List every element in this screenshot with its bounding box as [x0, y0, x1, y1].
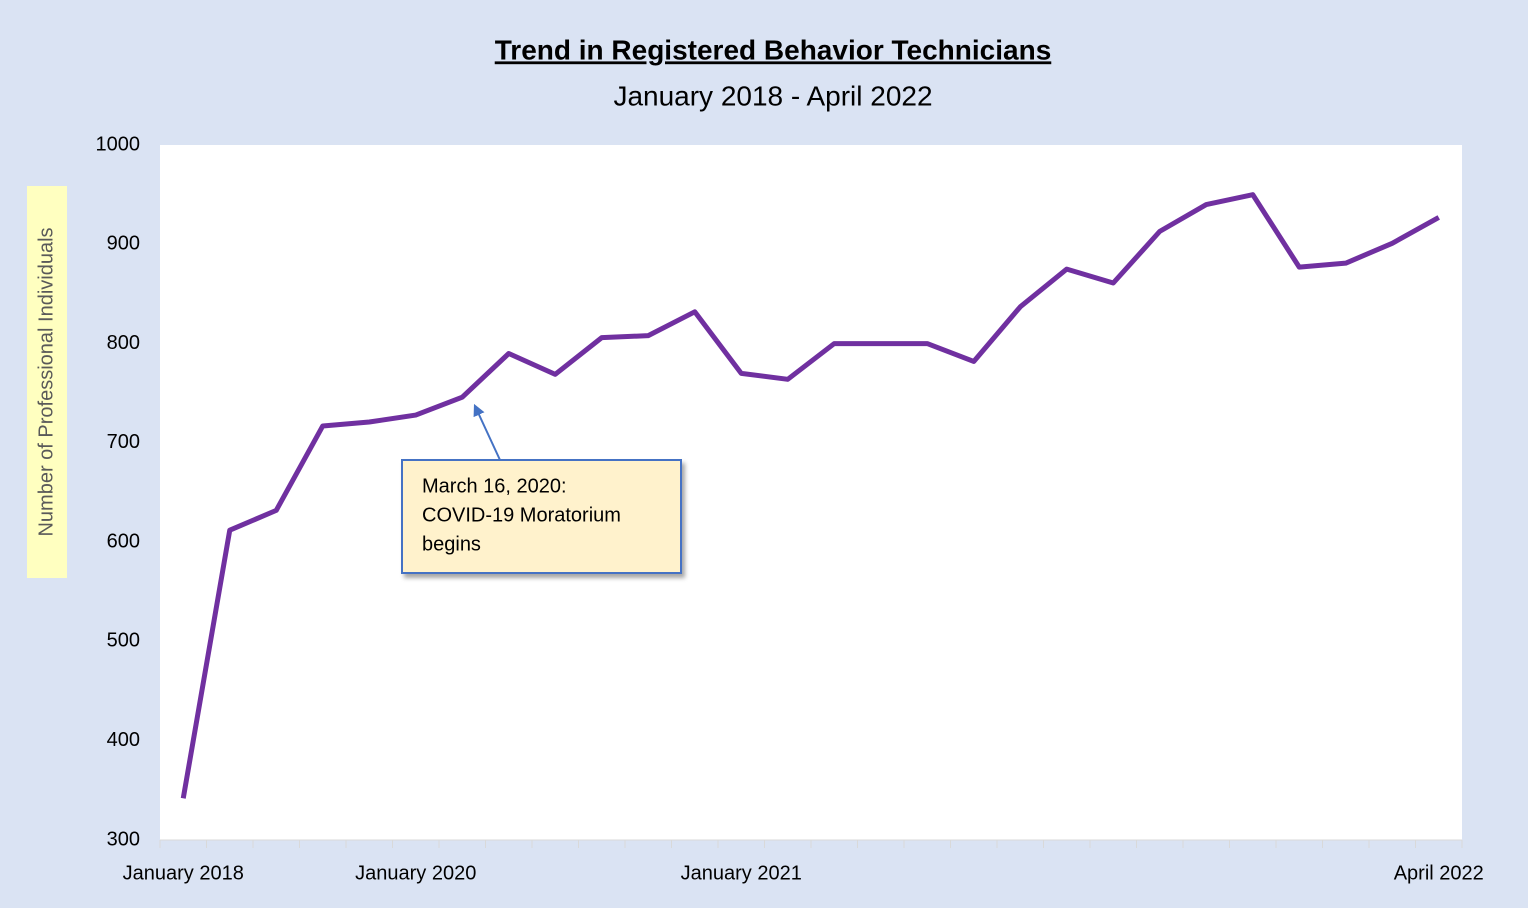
annotation-line: begins [422, 533, 481, 555]
y-tick-label: 400 [107, 729, 140, 751]
annotation-line: COVID-19 Moratorium [422, 504, 621, 526]
y-tick-label: 500 [107, 630, 140, 652]
y-tick-label: 1000 [96, 133, 141, 155]
y-label-highlight [27, 186, 67, 578]
annotation: March 16, 2020: COVID-19 Moratorium begins [422, 475, 621, 555]
x-tick-label: January 2018 [123, 862, 244, 884]
chart-subtitle: January 2018 - April 2022 [613, 80, 932, 111]
x-tick-label: January 2020 [355, 862, 476, 884]
plot-area [160, 145, 1462, 840]
y-tick-label: 600 [107, 530, 140, 552]
annotation-line: March 16, 2020: [422, 475, 567, 497]
annotation-box [401, 459, 682, 574]
annotation-arrow [473, 403, 501, 461]
y-tick-label: 300 [107, 828, 140, 850]
x-tick-label: April 2022 [1394, 862, 1484, 884]
data-line [180, 192, 1440, 799]
chart-title: Trend in Registered Behavior Technicians [495, 34, 1052, 65]
y-tick-label: 700 [107, 431, 140, 453]
y-tick-label: 800 [107, 332, 140, 354]
x-tick-label: January 2021 [681, 862, 802, 884]
y-axis-label: Number of Professional Individuals [35, 227, 57, 536]
y-tick-label: 900 [107, 233, 140, 255]
